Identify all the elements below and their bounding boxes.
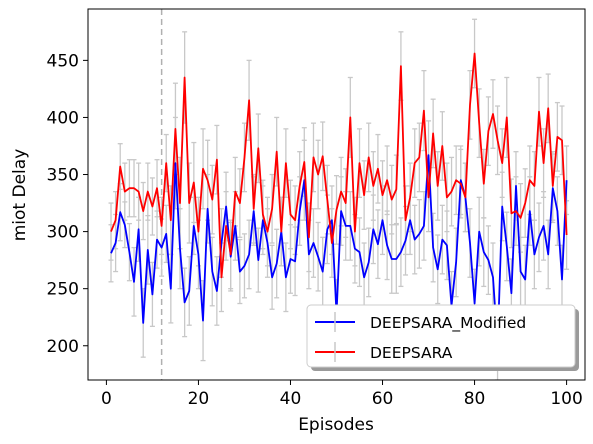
plot-frame — [87, 8, 586, 381]
x-tick-label: 20 — [188, 389, 210, 409]
legend-entry-1: DEEPSARA — [315, 342, 453, 362]
y-axis-ticks: 200 250 300 350 400 450 — [47, 51, 88, 357]
x-tick-label: 60 — [372, 389, 394, 409]
x-tick-label: 100 — [550, 389, 582, 409]
legend-label-1: DEEPSARA — [370, 344, 453, 362]
y-tick-label: 350 — [47, 166, 79, 186]
series-lines — [110, 52, 568, 347]
y-tick-label: 250 — [47, 280, 79, 300]
y-tick-label: 300 — [47, 223, 79, 243]
y-axis-label: miot Delay — [10, 149, 30, 242]
x-axis-label: Episodes — [298, 415, 374, 435]
legend-box — [306, 304, 576, 368]
y-tick-label: 450 — [47, 51, 79, 71]
x-tick-label: 0 — [101, 389, 112, 409]
x-axis-ticks: 0 20 40 60 80 100 — [101, 380, 583, 409]
series-line-1 — [110, 52, 568, 279]
x-tick-label: 40 — [280, 389, 302, 409]
series-line-0 — [110, 154, 568, 347]
y-tick-label: 200 — [47, 337, 79, 357]
x-tick-label: 80 — [464, 389, 486, 409]
y-tick-label: 400 — [47, 108, 79, 128]
legend-label-0: DEEPSARA_Modified — [370, 314, 526, 333]
legend: DEEPSARA_Modified DEEPSARA — [306, 304, 579, 371]
legend-entry-0: DEEPSARA_Modified — [315, 312, 526, 333]
